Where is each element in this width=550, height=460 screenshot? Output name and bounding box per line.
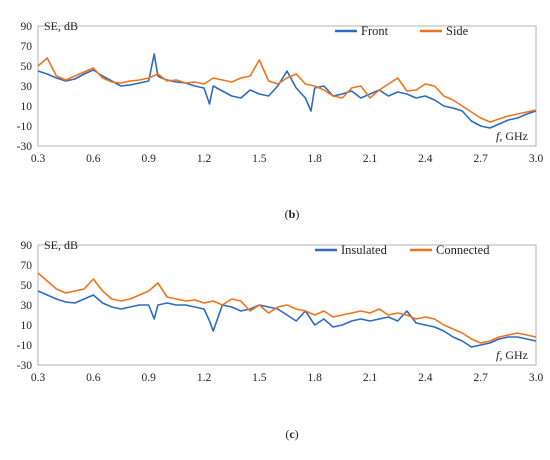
x-axis-comma: , [499,129,505,143]
series-layer [37,53,537,129]
series-layer [37,272,537,348]
y-tick-labels: 90 70 50 30 10 -10 -30 [17,240,33,372]
caption-close-paren: ) [295,207,299,221]
y-tick-label: -30 [17,141,33,153]
plot-area [37,25,537,147]
caption-close-paren: ) [295,427,299,441]
y-tick-labels: 90 70 50 30 10 -10 -30 [17,21,33,153]
x-tick-label: 0.9 [141,372,156,384]
legend-label: Side [446,24,469,38]
x-tick-label: 0.3 [31,153,46,165]
chart-panel-c: 90 70 50 30 10 -10 -30 0.3 0.6 0.9 1.2 1.5 1.8 2.1 2.… [17,238,544,441]
caption-open-paren: ( [285,427,289,441]
plot-area [37,244,537,366]
caption-letter: c [289,427,295,441]
y-axis-label: SE, dB [44,19,78,33]
y-tick-label: -10 [17,121,33,133]
y-tick-label: -30 [17,360,33,372]
y-tick-label: 70 [21,260,33,272]
plot-frame [37,25,537,147]
x-tick-label: 2.4 [418,153,433,165]
y-tick-label: 10 [21,101,33,113]
y-tick-label: 30 [21,81,33,93]
plot-frame [37,244,537,366]
series-line-side [37,57,537,123]
x-tick-label: 2.7 [473,372,488,384]
y-tick-label: 90 [21,21,33,33]
x-tick-label: 0.3 [31,372,46,384]
x-tick-labels: 0.3 0.6 0.9 1.2 1.5 1.8 2.1 2.4 2.7 3.0 [31,153,544,165]
y-tick-label: 50 [21,280,33,292]
x-axis-variable: f [496,348,501,362]
x-tick-label: 2.4 [418,372,433,384]
x-axis-comma: , [499,348,505,362]
x-tick-label: 1.2 [197,372,212,384]
y-tick-label: 30 [21,300,33,312]
x-tick-label: 0.6 [86,153,101,165]
y-axis-label: SE, dB [44,238,78,252]
caption-open-paren: ( [285,207,289,221]
legend: Insulated Connected [315,243,490,257]
x-tick-label: 1.2 [197,153,212,165]
x-tick-label: 1.8 [307,372,322,384]
legend-label: Insulated [341,243,388,257]
series-line-insulated [37,290,537,348]
x-tick-label: 0.9 [141,153,156,165]
x-axis-label: f, GHz [496,129,528,143]
x-axis-label: f, GHz [496,348,528,362]
y-tick-label: 50 [21,61,33,73]
x-tick-label: 3.0 [529,153,544,165]
legend: Front Side [335,24,469,38]
x-tick-label: 0.6 [86,372,101,384]
y-tick-label: 90 [21,240,33,252]
chart-panel-b: 90 70 50 30 10 -10 -30 0.3 0.6 0.9 1.2 1.5 1.8 2.1 2.… [17,19,544,221]
y-tick-label: 10 [21,320,33,332]
legend-label: Front [361,24,389,38]
y-tick-label: -10 [17,340,33,352]
x-tick-label: 2.7 [473,153,488,165]
panel-caption: (b) [285,207,300,221]
x-tick-label: 2.1 [363,372,378,384]
x-tick-labels: 0.3 0.6 0.9 1.2 1.5 1.8 2.1 2.4 2.7 3.0 [31,372,544,384]
x-axis-unit: GHz [505,348,528,362]
caption-letter: b [289,207,296,221]
x-axis-variable: f [496,129,501,143]
series-line-front [37,53,537,129]
x-tick-label: 1.5 [252,153,267,165]
x-axis-unit: GHz [505,129,528,143]
x-tick-label: 1.8 [307,153,322,165]
x-tick-label: 1.5 [252,372,267,384]
y-tick-label: 70 [21,41,33,53]
x-tick-label: 2.1 [363,153,378,165]
series-line-connected [37,272,537,344]
x-tick-label: 3.0 [529,372,544,384]
panel-caption: (c) [285,427,298,441]
legend-label: Connected [436,243,490,257]
